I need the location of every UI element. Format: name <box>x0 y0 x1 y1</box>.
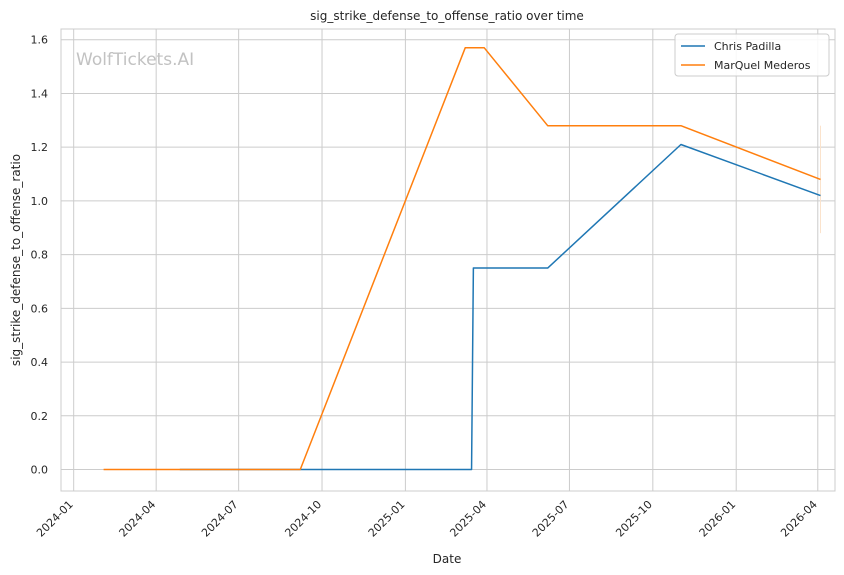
y-tick-labels: 0.0 0.2 0.4 0.6 0.8 1.0 1.2 1.4 1.6 <box>31 34 49 477</box>
y-tick-label: 1.2 <box>31 141 49 154</box>
legend: Chris Padilla MarQuel Mederos <box>674 33 830 77</box>
legend-box <box>674 33 830 77</box>
series-lines <box>103 47 821 471</box>
x-axis-title: Date <box>433 552 462 566</box>
y-tick-label: 1.0 <box>31 195 49 208</box>
y-tick-label: 0.0 <box>31 464 49 477</box>
series-line-marquel-mederos <box>103 47 821 471</box>
chart-title: sig_strike_defense_to_offense_ratio over… <box>310 9 584 23</box>
y-tick-label: 0.2 <box>31 410 49 423</box>
legend-label-chris-padilla: Chris Padilla <box>714 40 781 53</box>
y-axis-title: sig_strike_defense_to_offense_ratio <box>9 154 23 366</box>
plot-area <box>60 28 836 492</box>
y-tick-label: 0.4 <box>31 356 49 369</box>
y-tick-label: 1.4 <box>31 87 49 100</box>
legend-label-marquel-mederos: MarQuel Mederos <box>714 59 811 72</box>
y-tick-label: 0.6 <box>31 302 49 315</box>
y-tick-label: 1.6 <box>31 34 49 47</box>
watermark: WolfTickets.AI <box>76 50 194 70</box>
series-line-chris-padilla <box>179 143 821 471</box>
y-tick-label: 0.8 <box>31 249 49 262</box>
